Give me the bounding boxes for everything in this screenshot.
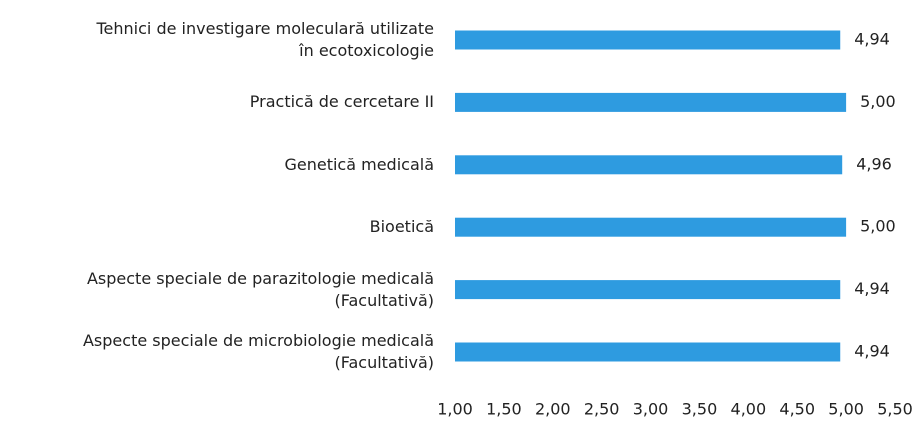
value-label: 5,00 xyxy=(860,217,896,236)
bar xyxy=(455,30,841,50)
category-label: Genetică medicală xyxy=(284,154,434,174)
bar xyxy=(455,342,841,362)
x-tick-label: 4,50 xyxy=(779,400,815,419)
x-tick-label: 1,00 xyxy=(437,400,473,419)
bar xyxy=(455,155,843,175)
x-tick-label: 2,50 xyxy=(584,400,620,419)
value-label: 4,94 xyxy=(854,342,890,361)
x-tick-label: 4,00 xyxy=(731,400,767,419)
category-label: Tehnici de investigare moleculară utiliz… xyxy=(96,19,435,60)
x-tick-label: 3,50 xyxy=(682,400,718,419)
value-label: 4,94 xyxy=(854,30,890,49)
bar xyxy=(455,280,841,300)
category-label: Aspecte speciale de parazitologie medica… xyxy=(86,268,434,310)
x-tick-label: 5,50 xyxy=(877,400,913,419)
x-tick-label: 5,00 xyxy=(828,400,864,419)
category-label: Aspecte speciale de microbiologie medica… xyxy=(82,331,434,372)
value-label: 4,96 xyxy=(856,154,892,173)
bar xyxy=(455,92,847,112)
x-tick-label: 3,00 xyxy=(633,400,669,419)
x-tick-label: 1,50 xyxy=(486,400,522,419)
x-tick-label: 2,00 xyxy=(535,400,571,419)
category-label: Practică de cercetare II xyxy=(249,92,434,112)
bar xyxy=(455,217,847,237)
category-label: Bioetică xyxy=(369,217,434,237)
value-label: 5,00 xyxy=(860,92,896,111)
value-label: 4,94 xyxy=(854,279,890,298)
